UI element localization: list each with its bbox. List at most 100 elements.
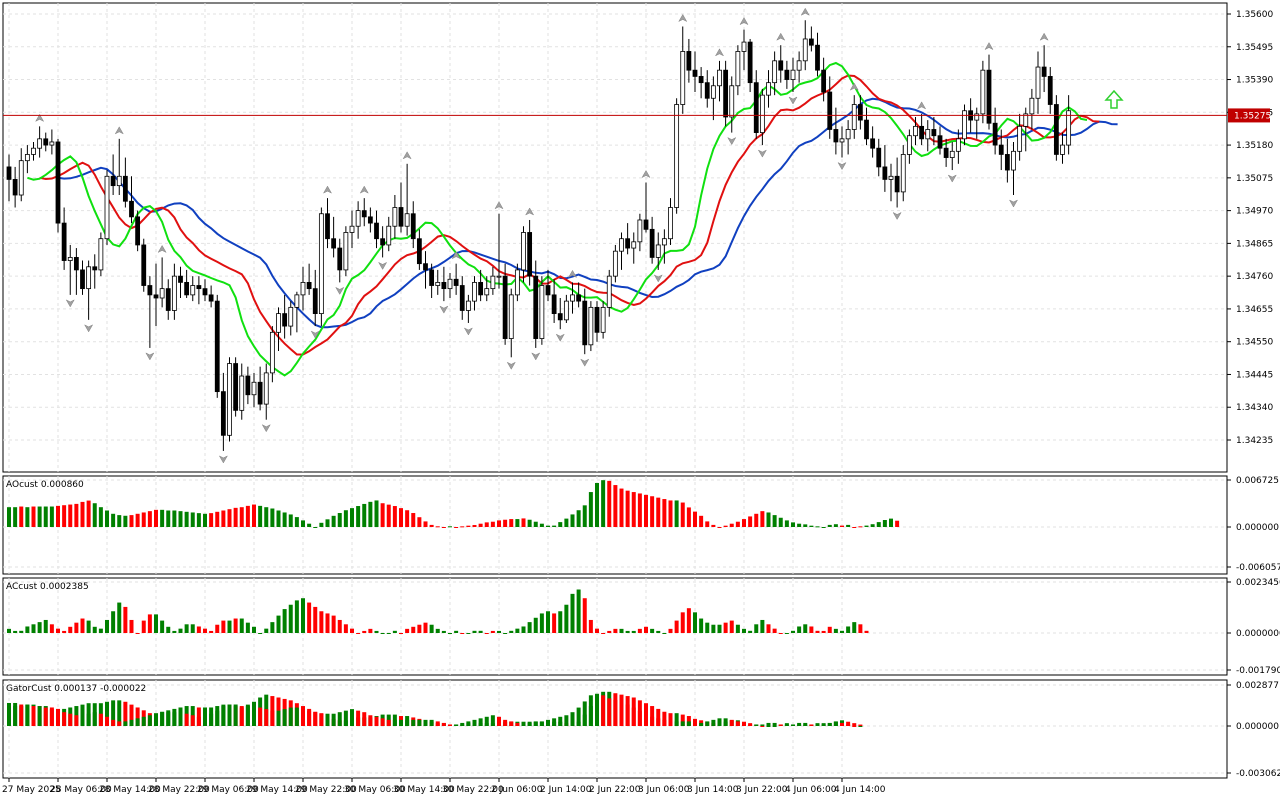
ao-bar xyxy=(833,524,838,527)
ac-bar xyxy=(203,628,207,633)
ao-bar xyxy=(564,518,569,527)
candle-bear xyxy=(122,175,128,202)
gator-lower-bar xyxy=(478,718,483,726)
gator-lower-bar xyxy=(662,719,667,726)
gator-lower-bar xyxy=(766,722,771,726)
ac-bar xyxy=(668,628,673,633)
candle-bear xyxy=(416,238,422,265)
current-price-label: 1.35275 xyxy=(1234,111,1271,121)
gator-lower-bar xyxy=(490,715,495,726)
ac-bar xyxy=(717,624,722,633)
gator-lower-bar xyxy=(503,719,508,726)
candle-bear xyxy=(92,266,98,271)
fractal-up-icon xyxy=(524,207,535,216)
fractal-down-icon xyxy=(555,333,565,342)
gator-upper-bar xyxy=(858,724,863,726)
ao-bar xyxy=(98,507,103,527)
gator-upper-bar xyxy=(662,711,667,726)
gator-lower-bar xyxy=(13,702,18,726)
ac-bar xyxy=(539,613,544,633)
ao-bar xyxy=(803,524,808,527)
gator-lower-bar xyxy=(129,719,134,726)
candle-bear xyxy=(220,391,226,436)
candle-bear xyxy=(778,60,784,71)
y-tick-label: 1.35180 xyxy=(1236,141,1273,151)
y-tick-label: 0.000000 xyxy=(1236,722,1279,732)
candle-bull xyxy=(980,69,986,115)
ao-bar xyxy=(111,513,116,527)
candle-bear xyxy=(202,288,208,296)
ao-bar xyxy=(43,506,48,527)
candle-bull xyxy=(472,281,477,302)
y-tick-label: 0.006725 xyxy=(1236,476,1279,486)
candle-bear xyxy=(245,375,251,396)
candle-bull xyxy=(1017,125,1023,152)
candle-bear xyxy=(6,166,12,180)
ao-bar xyxy=(895,520,900,527)
ac-panel[interactable]: 0.0023456 0.0000000 -0.0017900 ACcust 0.000… xyxy=(2,577,1280,676)
gator-upper-bar xyxy=(129,704,134,726)
gator-lower-bar xyxy=(772,722,777,726)
ac-bar xyxy=(693,612,697,633)
candle-bear xyxy=(306,281,312,290)
candle-bear xyxy=(257,381,263,405)
ac-bar xyxy=(552,613,557,633)
gator-lower-bar xyxy=(233,704,238,726)
gator-lower-bar xyxy=(546,719,550,726)
ac-bar xyxy=(331,615,336,633)
candle-bear xyxy=(337,247,343,271)
ao-panel[interactable]: 0.006725 0.000000 -0.006057 AOcust 0.000860 xyxy=(2,475,1280,575)
ac-bar xyxy=(527,622,532,633)
gator-upper-bar xyxy=(117,700,122,726)
candle-bull xyxy=(318,213,324,315)
ac-bar xyxy=(748,630,753,633)
gator-lower-bar xyxy=(319,713,324,726)
ac-bar xyxy=(49,624,54,633)
ao-bar xyxy=(362,503,367,527)
candle-bull xyxy=(772,60,778,84)
gator-lower-bar xyxy=(252,706,256,726)
ao-bar xyxy=(864,525,869,527)
gator-lower-bar xyxy=(454,724,459,726)
ao-bar xyxy=(25,507,30,527)
candle-bull xyxy=(796,60,802,71)
gator-lower-bar xyxy=(833,721,838,726)
ac-bar xyxy=(478,630,483,633)
candle-bull xyxy=(974,113,980,121)
y-tick-label: 1.34970 xyxy=(1236,207,1273,217)
gator-upper-bar xyxy=(674,713,679,726)
candle-bear xyxy=(919,125,925,140)
candle-bull xyxy=(484,288,490,296)
ao-bar xyxy=(423,521,428,527)
gator-panel[interactable]: 0.002877 0.000000 -0.003062 GatorCust 0.000… xyxy=(2,679,1280,779)
gator-upper-bar xyxy=(123,701,128,726)
gator-upper-bar xyxy=(693,718,697,726)
candle-bull xyxy=(300,281,306,296)
gator-lower-bar xyxy=(37,706,42,726)
ao-bar xyxy=(539,523,544,527)
x-tick-label: 28 May 22:00 xyxy=(148,785,210,795)
candle-bull xyxy=(888,175,894,180)
price-panel[interactable]: 1.356001.354951.353901.352851.351801.350… xyxy=(2,2,1273,473)
gator-lower-bar xyxy=(62,712,67,726)
ac-bar xyxy=(711,624,716,633)
candle-bear xyxy=(208,294,214,302)
ac-bar xyxy=(864,630,869,633)
ao-bar xyxy=(509,519,514,527)
ac-bar xyxy=(43,619,48,633)
gator-lower-bar xyxy=(203,716,207,726)
candle-bull xyxy=(465,300,471,311)
fractal-down-icon xyxy=(1008,199,1019,208)
gator-lower-bar xyxy=(221,706,226,726)
x-tick-label: 28 May 06:00 xyxy=(50,785,112,795)
gator-lower-bar xyxy=(637,710,642,726)
candle-bull xyxy=(239,375,245,411)
candle-bear xyxy=(943,147,949,158)
gator-lower-bar xyxy=(674,721,679,726)
fractal-down-icon xyxy=(653,274,663,283)
ao-bar xyxy=(662,499,667,527)
ac-bar xyxy=(68,626,73,633)
ac-bar xyxy=(13,630,18,633)
ac-bar xyxy=(276,615,281,633)
